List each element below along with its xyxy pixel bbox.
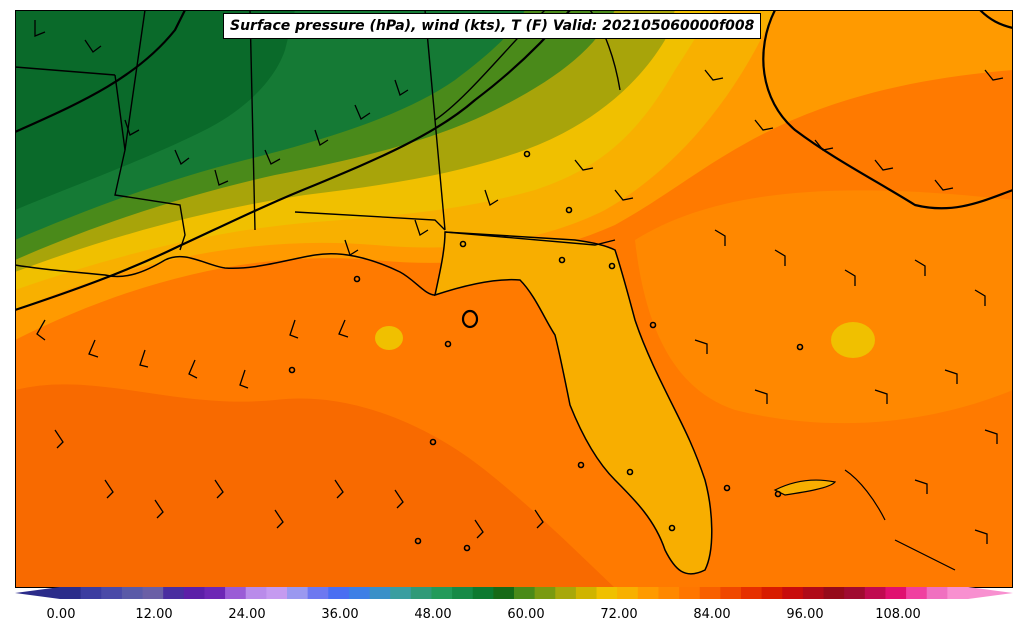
colorbar-swatch [864,587,886,599]
colorbar-swatch [823,587,845,599]
colorbar-swatch [328,587,350,599]
colorbar-tick-label: 96.00 [786,607,824,622]
colorbar-swatch [452,587,474,599]
colorbar-swatch [472,587,494,599]
map-title: Surface pressure (hPa), wind (kts), T (F… [223,13,762,39]
colorbar-swatch [782,587,804,599]
colorbar-swatch [947,587,969,599]
colorbar-swatch [307,587,329,599]
colorbar-swatch [741,587,763,599]
colorbar-swatch [679,587,701,599]
gulf-warm-region [15,384,615,588]
colorbar-tick-label: 84.00 [693,607,731,622]
colorbar-swatch [906,587,928,599]
island [844,469,886,521]
cool-spot [375,326,403,350]
colorbar-swatch [163,587,185,599]
colorbar-swatch [369,587,391,599]
colorbar-swatch [926,587,948,599]
colorbar-swatch [658,587,680,599]
colorbar-swatch [493,587,515,599]
colorbar-swatch [596,587,618,599]
colorbar-swatch [699,587,721,599]
colorbar-tick-label: 108.00 [875,607,921,622]
colorbar-swatch [80,587,102,599]
colorbar-swatch [885,587,907,599]
colorbar-swatch [802,587,825,599]
colorbar-swatch [287,587,309,599]
colorbar-tick-label: 0.00 [46,607,76,622]
colorbar-swatch [534,587,556,599]
island [894,539,956,571]
colorbar-swatch [410,587,432,599]
colorbar-swatch [121,587,144,599]
colorbar-swatch [183,587,205,599]
colorbar-tick-label: 60.00 [507,607,545,622]
colorbar-swatch [225,587,247,599]
colorbar-swatch [204,587,226,599]
island [773,479,837,496]
colorbar-swatch [431,587,453,599]
station-markers [288,150,804,552]
colorbar-swatch [266,587,288,599]
colorbar-tick-label: 12.00 [135,607,173,622]
colorbar-under-arrow [15,587,60,599]
colorbar-tick-label: 48.00 [414,607,452,622]
florida-peninsula [433,231,713,575]
colorbar-swatch [60,587,82,599]
colorbar-swatch [245,587,267,599]
colorbar-swatch [637,587,659,599]
colorbar-swatch [575,587,598,599]
colorbar-swatch [617,587,639,599]
colorbar-swatch [142,587,164,599]
wind-barbs [34,20,1004,544]
colorbar-swatch [555,587,577,599]
colorbar-swatch [101,587,123,599]
colorbar-over-arrow [968,587,1013,599]
cool-spot [831,322,875,358]
colorbar-swatch [514,587,536,599]
dark-green-region [15,10,295,210]
colorbar-swatch [761,587,783,599]
colorbar-swatch [844,587,866,599]
colorbar-tick-label: 24.00 [228,607,266,622]
colorbar-swatch [348,587,371,599]
weather-map [15,10,1013,588]
gulf-coastline [15,252,436,296]
colorbar-swatch [720,587,742,599]
colorbar-tick-label: 36.00 [321,607,359,622]
colorbar [15,587,1013,599]
isobars [15,10,1013,329]
atlantic-warm-region [635,190,1013,424]
colorbar-tick-label: 72.00 [600,607,638,622]
colorbar-swatch [390,587,412,599]
